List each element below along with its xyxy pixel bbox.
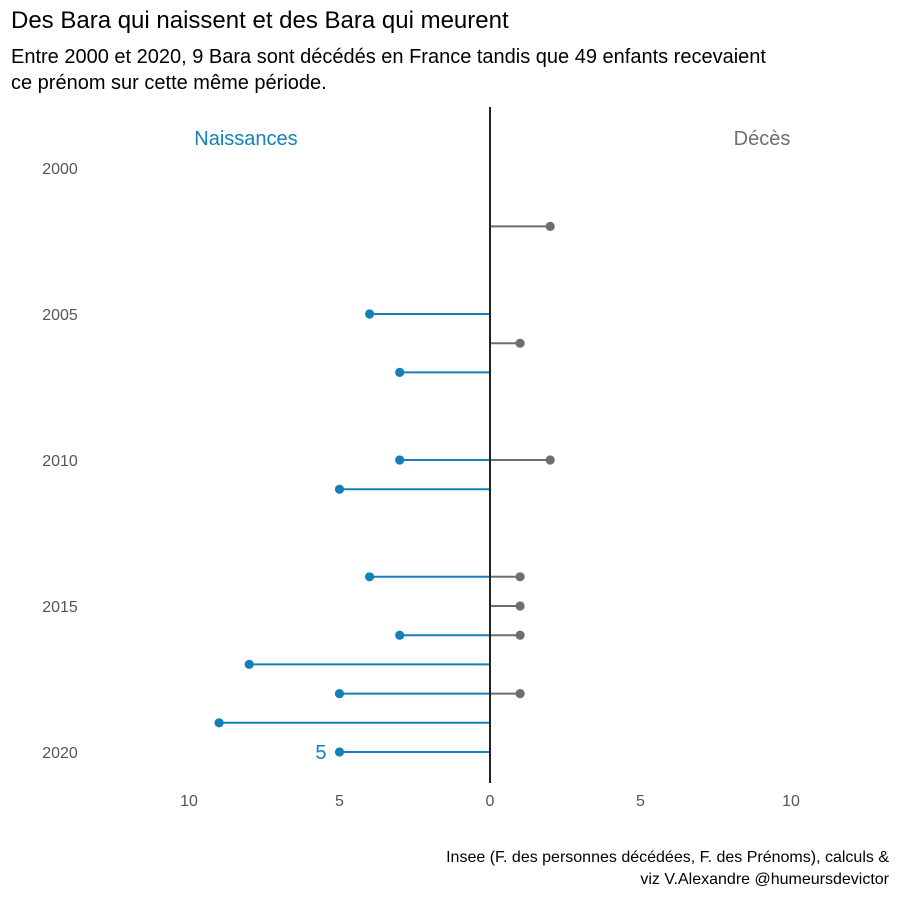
x-tick--5: 5 (335, 793, 344, 810)
caption-line-1: Insee (F. des personnes décédées, F. des… (446, 849, 889, 866)
chart-subtitle: Entre 2000 et 2020, 9 Bara sont décédés … (11, 46, 766, 94)
naissances-point-2007 (395, 367, 405, 377)
caption-line-2: viz V.Alexandre @humeursdevictor (640, 871, 889, 888)
y-tick-2015: 2015 (42, 599, 78, 616)
naissances-point-2014 (365, 572, 375, 582)
chart-caption: Insee (F. des personnes décédées, F. des… (446, 847, 889, 891)
chart-title: Des Bara qui naissent et des Bara qui me… (11, 7, 509, 34)
deces-point-2015 (515, 601, 525, 611)
data-label-2020: 5 (315, 742, 326, 764)
x-tick-0: 0 (486, 793, 495, 810)
deces-point-2016 (515, 630, 525, 640)
x-tick-5: 5 (636, 793, 645, 810)
y-tick-2000: 2000 (42, 161, 78, 178)
naissances-point-2010 (395, 455, 405, 465)
x-tick-10: 10 (782, 793, 800, 810)
deces-point-2018 (515, 689, 525, 699)
naissances-point-2011 (334, 484, 345, 494)
deces-point-2014 (515, 572, 525, 582)
naissances-point-2019 (214, 718, 224, 728)
series-header-naissances: Naissances (194, 128, 297, 150)
y-tick-2020: 2020 (42, 745, 78, 762)
naissances-point-2017 (244, 659, 254, 670)
y-tick-2010: 2010 (42, 453, 78, 470)
y-tick-2005: 2005 (42, 307, 78, 324)
naissances-point-2020 (334, 747, 345, 757)
naissances-point-2005 (365, 309, 375, 319)
naissances-point-2016 (395, 630, 405, 640)
deces-point-2002 (545, 221, 555, 231)
naissances-point-2018 (334, 689, 345, 699)
deces-point-2010 (545, 455, 555, 465)
series-header-deces: Décès (734, 128, 791, 150)
x-tick--10: 10 (180, 793, 198, 810)
deces-point-2006 (515, 338, 525, 348)
